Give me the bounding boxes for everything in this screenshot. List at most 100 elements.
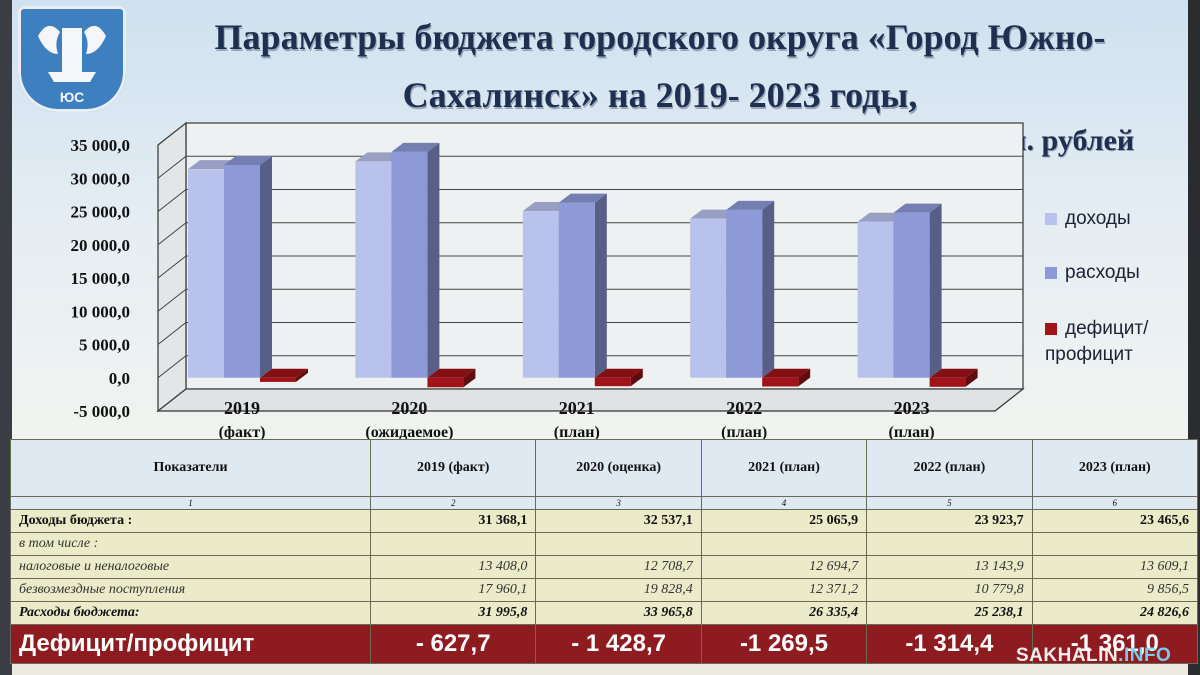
- x-tick-label: 2022: [726, 398, 762, 418]
- cell-value: 13 143,9: [866, 555, 1033, 579]
- bar: [224, 164, 260, 378]
- bar-side: [630, 368, 643, 387]
- cell-value: 24 826,6: [1031, 601, 1199, 625]
- cell-value: 32 537,1: [535, 509, 702, 533]
- legend-swatch-income: [1045, 212, 1057, 225]
- table-row-including: в том числе :: [10, 532, 1199, 556]
- budget-table: Показатели 2019 (факт) 2020 (оценка) 202…: [10, 439, 1199, 664]
- cell-value: 13 609,1: [1031, 555, 1199, 579]
- cell-value: -1 361,0: [1031, 624, 1199, 664]
- table-row-income: Доходы бюджета : 31 368,1 32 537,1 25 06…: [10, 509, 1199, 533]
- bar-top: [260, 368, 308, 378]
- bar-side: [260, 155, 272, 378]
- bar-side: [929, 203, 942, 378]
- legend-item-income: доходы: [1045, 208, 1131, 230]
- bar: [188, 169, 224, 378]
- bar-top: [558, 193, 607, 203]
- cell-value: 13 408,0: [369, 555, 537, 579]
- bar-top: [594, 368, 643, 378]
- legend-label-income: доходы: [1065, 208, 1131, 229]
- watermark-brand: SAKHALIN: [1016, 645, 1119, 666]
- table-header-cell: 2021 (план): [700, 439, 868, 497]
- bar-side: [798, 368, 811, 387]
- slide-title: Параметры бюджета городского округа «Гор…: [150, 8, 1170, 124]
- bar: [522, 211, 559, 378]
- bar-side: [427, 142, 440, 378]
- table-row-tax: налоговые и неналоговые 13 408,0 12 708,…: [10, 555, 1199, 579]
- title-line-2: Сахалинск» на 2019- 2023 годы,: [402, 75, 918, 115]
- row-label: Расходы бюджета:: [10, 601, 371, 625]
- bar-top: [893, 203, 942, 213]
- cell-value: 12 694,7: [700, 555, 868, 579]
- cell-value: [369, 532, 537, 556]
- index-cell: 3: [535, 496, 702, 510]
- bar-top: [929, 368, 978, 378]
- bar-side: [463, 368, 476, 388]
- cell-value: 31 995,8: [369, 601, 537, 625]
- x-tick-label: 2021: [559, 398, 595, 418]
- bar: [857, 221, 894, 378]
- row-label: в том числе :: [10, 532, 371, 556]
- bar-top: [762, 368, 811, 378]
- row-label: налоговые и неналоговые: [10, 555, 371, 579]
- table-index-row: 1 2 3 4 5 6: [10, 496, 1199, 510]
- bar-side: [296, 368, 308, 382]
- bar-top: [427, 368, 476, 378]
- table-header-row: Показатели 2019 (факт) 2020 (оценка) 202…: [10, 439, 1199, 497]
- cell-value: -1 269,5: [700, 624, 868, 664]
- index-cell: 5: [866, 496, 1033, 510]
- index-cell: 6: [1031, 496, 1199, 510]
- bar: [762, 377, 799, 387]
- bar: [594, 377, 631, 387]
- gridline: [157, 122, 1023, 146]
- cell-value: [866, 532, 1033, 556]
- gridline: [157, 189, 1023, 212]
- y-tick-label: 35 000,0: [71, 136, 131, 155]
- table-header-cell: 2023 (план): [1031, 439, 1199, 497]
- cell-value: 9 856,5: [1031, 578, 1199, 602]
- index-cell: 4: [700, 496, 868, 510]
- bar-side: [762, 200, 775, 378]
- bar: [558, 202, 595, 378]
- bar-side: [965, 368, 978, 387]
- index-cell: 2: [369, 496, 537, 510]
- cell-value: 31 368,1: [369, 509, 537, 533]
- cell-value: 19 828,4: [535, 578, 702, 602]
- x-tick-sublabel: (ожидаемое): [365, 424, 453, 440]
- y-tick-label: 15 000,0: [71, 269, 131, 288]
- table-row-grants: безвозмездные поступления 17 960,1 19 82…: [10, 578, 1199, 602]
- x-tick-label: 2019: [224, 398, 260, 418]
- bar: [427, 377, 464, 388]
- bar: [355, 161, 392, 378]
- y-tick-label: 0,0: [109, 369, 130, 388]
- cell-value: 25 065,9: [700, 509, 868, 533]
- legend-item-deficit: дефицит/ профицит: [1045, 316, 1175, 368]
- slide-frame-left: [0, 0, 12, 675]
- x-tick-sublabel: (план): [554, 424, 600, 440]
- budget-chart: 35 000,0 30 000,0 25 000,0 20 000,0 15 000,0…: [71, 121, 1025, 440]
- city-emblem: ЮС: [18, 6, 126, 112]
- legend-swatch-expense: [1045, 266, 1057, 279]
- table-row-deficit: Дефицит/профицит - 627,7 - 1 428,7 -1 26…: [10, 624, 1199, 664]
- table-header-cell: 2019 (факт): [369, 439, 537, 497]
- cell-value: [535, 532, 702, 556]
- bar: [726, 209, 763, 378]
- cell-value: 33 965,8: [535, 601, 702, 625]
- row-label: Дефицит/профицит: [10, 624, 371, 664]
- bar: [690, 218, 727, 378]
- bar-top: [391, 142, 440, 152]
- index-cell: 1: [10, 496, 371, 510]
- emblem-text: ЮС: [60, 89, 84, 105]
- bar-side: [594, 193, 607, 378]
- table-header-cell: Показатели: [10, 439, 371, 497]
- cell-value: 25 238,1: [866, 601, 1033, 625]
- cell-value: 26 335,4: [700, 601, 868, 625]
- y-tick-label: 30 000,0: [71, 169, 131, 188]
- cell-value: 10 779,8: [866, 578, 1033, 602]
- y-tick-label: 20 000,0: [71, 236, 131, 255]
- legend-swatch-deficit: [1045, 322, 1057, 335]
- y-tick-label: 10 000,0: [71, 302, 131, 321]
- y-tick-label: 5 000,0: [79, 336, 130, 355]
- cell-value: - 1 428,7: [535, 624, 702, 664]
- bar: [391, 151, 428, 378]
